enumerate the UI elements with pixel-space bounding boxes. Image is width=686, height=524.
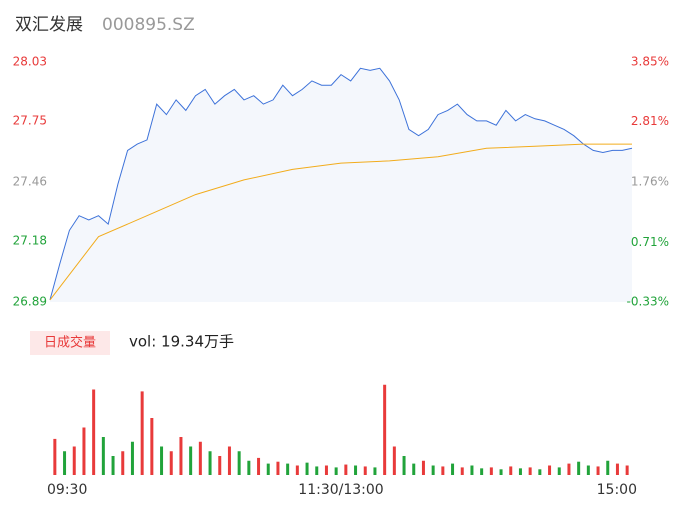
volume-bar <box>354 465 358 475</box>
volume-bar <box>421 460 425 475</box>
volume-bar <box>480 468 484 475</box>
volume-bar <box>412 463 416 475</box>
volume-bar <box>577 461 581 475</box>
volume-bar <box>101 437 105 475</box>
volume-bar <box>392 446 396 475</box>
volume-bar <box>528 467 532 475</box>
y2-tick-label: 2.81% <box>631 114 669 128</box>
volume-bar <box>63 451 67 475</box>
volume-bar <box>198 441 202 475</box>
volume-bar <box>237 451 241 475</box>
volume-bar <box>538 469 542 475</box>
x-tick-label: 11:30/13:00 <box>298 482 383 498</box>
volume-bar <box>82 427 86 475</box>
volume-bar <box>489 467 493 475</box>
volume-badge-label: 日成交量 <box>44 335 96 351</box>
volume-bar <box>257 457 261 475</box>
volume-bar <box>451 463 455 475</box>
y2-tick-label: -0.33% <box>627 295 669 309</box>
volume-badge <box>30 331 110 355</box>
average-line <box>49 143 632 301</box>
volume-bar <box>218 456 222 475</box>
volume-bar <box>373 467 377 475</box>
volume-bar <box>509 466 513 475</box>
volume-bar <box>53 438 57 475</box>
volume-bar <box>441 466 445 475</box>
x-tick-label: 09:30 <box>47 482 87 498</box>
volume-bar <box>383 384 387 475</box>
volume-bar <box>189 446 193 475</box>
volume-bar <box>460 467 464 475</box>
y-tick-label: 26.89 <box>13 295 47 309</box>
volume-summary: vol: 19.34万手 <box>129 333 234 351</box>
volume-bar <box>247 460 251 475</box>
volume-bar <box>72 446 76 475</box>
volume-bar <box>625 465 629 475</box>
y2-tick-label: 0.71% <box>631 235 669 249</box>
volume-bar <box>586 465 590 475</box>
volume-bar <box>111 456 115 475</box>
volume-bar <box>499 469 503 475</box>
y-tick-label: 27.46 <box>13 175 47 189</box>
volume-bar <box>140 391 144 475</box>
volume-bar <box>548 465 552 475</box>
volume-bar <box>130 441 134 475</box>
volume-bar <box>276 461 280 475</box>
y2-tick-label: 3.85% <box>631 55 669 69</box>
y-tick-label: 27.75 <box>13 113 47 127</box>
volume-bar <box>315 466 319 475</box>
volume-bar <box>208 451 212 475</box>
y-tick-label: 27.18 <box>13 233 47 247</box>
volume-bar <box>150 418 154 475</box>
volume-bar <box>606 460 610 475</box>
volume-bar <box>518 468 522 475</box>
volume-bar <box>334 467 338 475</box>
volume-bar <box>470 465 474 475</box>
volume-bar <box>295 465 299 475</box>
volume-bar <box>160 446 164 475</box>
volume-bar <box>286 463 290 475</box>
volume-bar <box>596 466 600 475</box>
volume-bar <box>431 465 435 475</box>
volume-bar <box>324 465 328 475</box>
volume-bar <box>615 463 619 475</box>
volume-bar <box>305 462 309 475</box>
volume-bar <box>402 456 406 475</box>
volume-bar <box>344 464 348 475</box>
stock-name: 双汇发展 <box>15 15 83 35</box>
volume-bar <box>92 389 96 475</box>
volume-bar <box>567 463 571 475</box>
volume-bar <box>363 466 367 475</box>
volume-bar <box>266 463 270 475</box>
stock-code: 000895.SZ <box>102 15 195 35</box>
volume-bar <box>557 467 561 475</box>
volume-bar <box>179 437 183 475</box>
x-tick-label: 15:00 <box>597 482 637 498</box>
price-line <box>49 67 633 301</box>
volume-bar <box>169 451 173 475</box>
y-tick-label: 28.03 <box>13 55 47 69</box>
price-area <box>50 68 632 302</box>
volume-bar <box>227 446 231 475</box>
volume-bar <box>121 451 125 475</box>
y2-tick-label: 1.76% <box>631 175 669 189</box>
